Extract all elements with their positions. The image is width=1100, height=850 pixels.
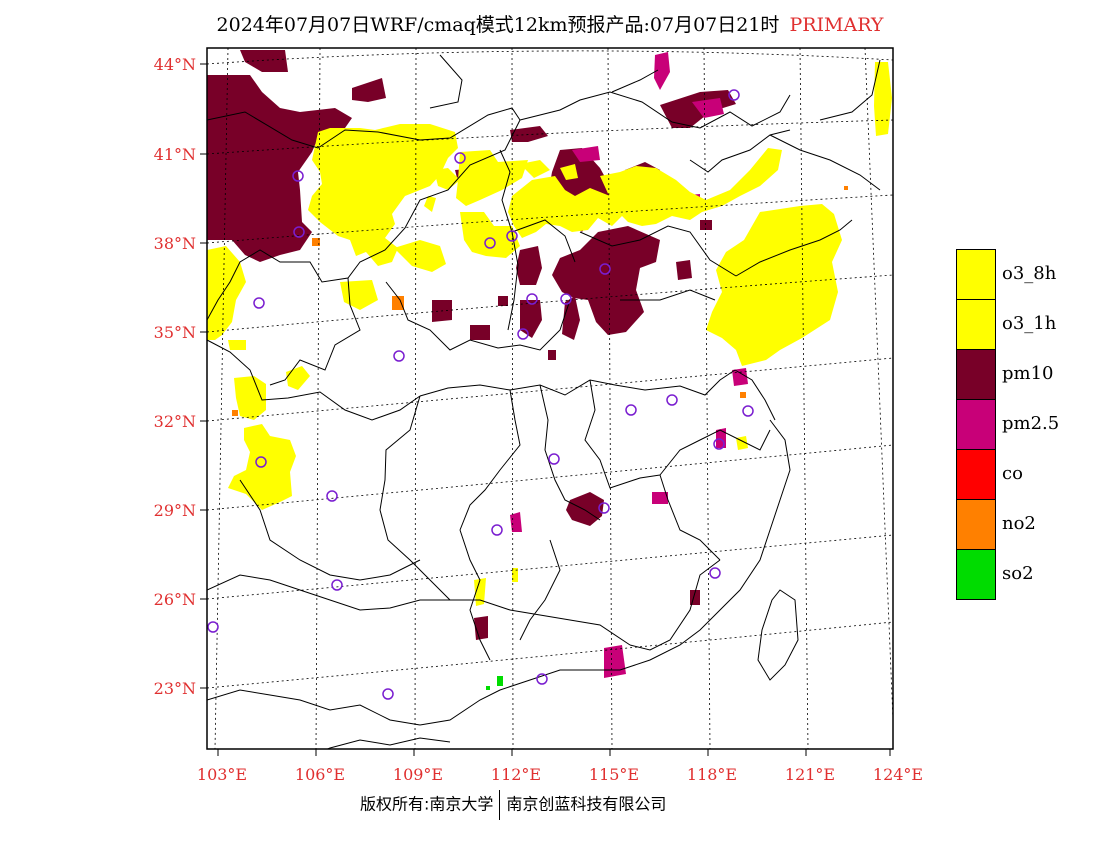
station-markers	[207, 89, 754, 700]
lat-label: 29°N	[154, 501, 196, 520]
lat-label: 44°N	[154, 55, 196, 74]
lon-label: 118°E	[687, 765, 737, 784]
lat-label: 23°N	[154, 679, 196, 698]
legend-swatch	[956, 349, 996, 400]
lat-label: 35°N	[154, 323, 196, 342]
copyright-right: 南京创蓝科技有限公司	[506, 794, 667, 814]
lat-label: 32°N	[154, 412, 196, 431]
no2-regions	[232, 186, 848, 416]
legend-swatch	[956, 299, 996, 350]
map-area	[207, 48, 893, 749]
legend-label: co	[1002, 463, 1023, 484]
lat-label: 41°N	[154, 145, 196, 164]
legend-label: o3_1h	[1002, 313, 1057, 334]
lat-labels: 44°N 41°N 38°N 35°N 32°N 29°N 26°N 23°N	[154, 55, 196, 698]
lat-label: 26°N	[154, 590, 196, 609]
lon-label: 124°E	[873, 765, 923, 784]
legend-swatch	[956, 549, 996, 600]
legend-label: pm2.5	[1002, 413, 1060, 434]
legend-swatch	[956, 499, 996, 550]
province-borders	[207, 54, 881, 749]
lon-label: 121°E	[785, 765, 835, 784]
lon-label: 106°E	[295, 765, 345, 784]
pm25-regions	[510, 52, 748, 678]
legend-swatch	[956, 399, 996, 450]
legend-label: so2	[1002, 563, 1034, 584]
lat-label: 38°N	[154, 234, 196, 253]
footer-divider	[499, 790, 501, 820]
graticule	[207, 48, 893, 749]
copyright-left: 版权所有:南京大学	[360, 794, 494, 814]
legend-swatch	[956, 249, 996, 300]
map-title: 2024年07月07日WRF/cmaq模式12km预报产品:07月07日21时 P…	[0, 10, 1100, 37]
title-tag: PRIMARY	[789, 14, 884, 36]
lon-label: 109°E	[393, 765, 443, 784]
tick-marks	[200, 63, 891, 756]
title-main: 2024年07月07日WRF/cmaq模式12km预报产品:07月07日21时	[216, 14, 780, 36]
lon-label: 103°E	[197, 765, 247, 784]
legend-label: no2	[1002, 513, 1036, 534]
pm10-regions	[207, 50, 736, 640]
so2-regions	[486, 676, 503, 690]
lon-labels: 103°E 106°E 109°E 112°E 115°E 118°E 121°…	[197, 765, 923, 784]
legend-swatch	[956, 449, 996, 500]
map-frame	[206, 47, 894, 750]
copyright-footer: 版权所有:南京大学 南京创蓝科技有限公司	[360, 790, 666, 820]
lon-label: 112°E	[491, 765, 541, 784]
legend-label: o3_8h	[1002, 263, 1057, 284]
o3-regions	[207, 62, 892, 606]
lon-label: 115°E	[589, 765, 639, 784]
legend-label: pm10	[1002, 363, 1054, 384]
